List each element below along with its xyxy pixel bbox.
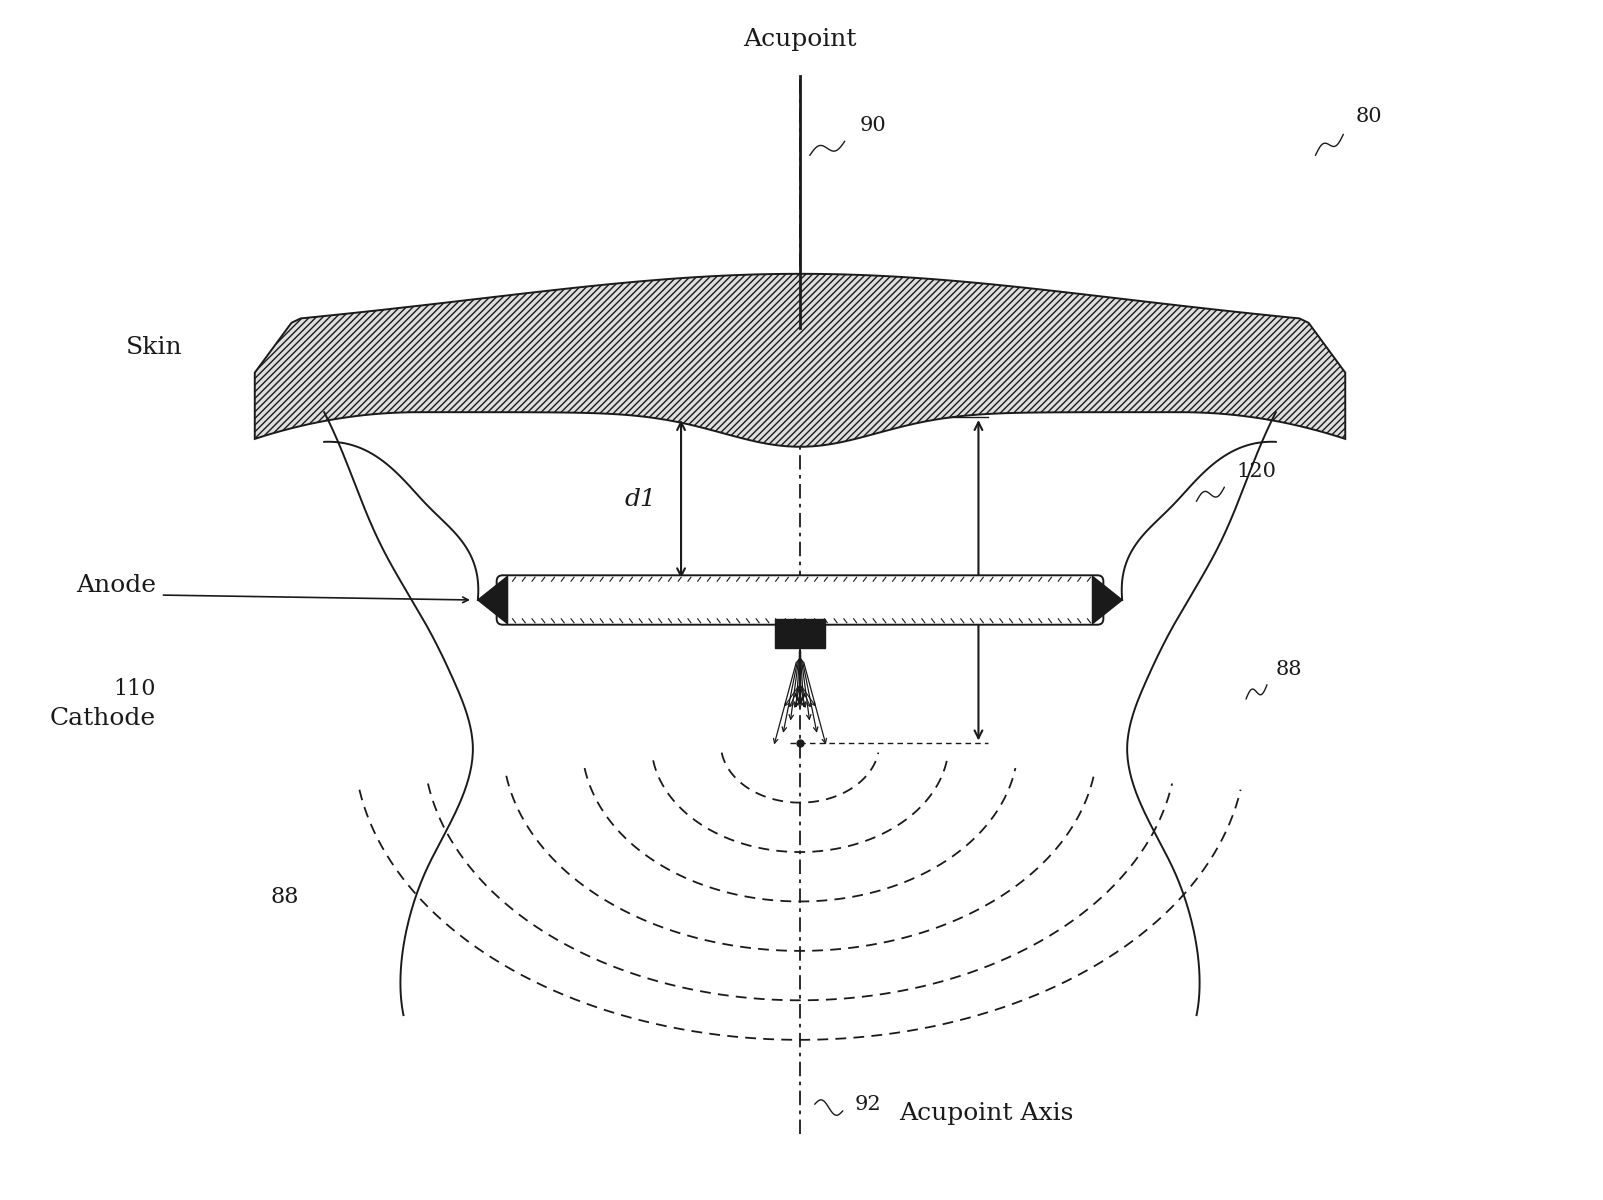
Text: Acupoint Axis: Acupoint Axis [899, 1103, 1074, 1126]
Text: 88: 88 [271, 886, 298, 907]
Text: d2: d2 [999, 599, 1031, 622]
Text: Acupoint: Acupoint [744, 29, 856, 52]
Text: Cathode: Cathode [50, 707, 155, 730]
Polygon shape [1093, 576, 1122, 624]
Bar [776, 619, 826, 648]
FancyBboxPatch shape [497, 575, 1103, 625]
Polygon shape [255, 274, 1345, 446]
Text: d1: d1 [625, 487, 656, 511]
Text: 90: 90 [859, 116, 886, 136]
Text: Anode: Anode [75, 574, 155, 596]
Text: 88: 88 [1276, 660, 1302, 679]
Text: 80: 80 [1355, 107, 1382, 126]
Text: 120: 120 [1236, 462, 1276, 481]
Polygon shape [478, 576, 508, 624]
Text: Skin: Skin [127, 336, 183, 360]
Text: 110: 110 [114, 678, 155, 700]
Text: 92: 92 [854, 1094, 882, 1114]
